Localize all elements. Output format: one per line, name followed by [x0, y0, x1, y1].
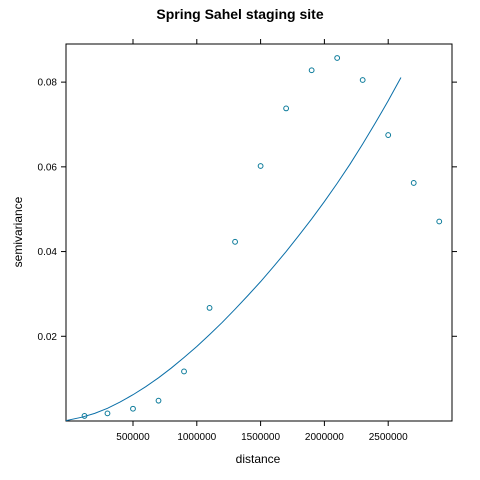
- data-point: [81, 413, 88, 419]
- data-point: [155, 397, 162, 404]
- y-tick-labels: 0.02 0.04 0.06 0.08: [38, 78, 58, 343]
- data-point: [232, 238, 238, 245]
- x-axis-top-ticks: [132, 39, 389, 44]
- x-tick-label: 1000000: [177, 432, 216, 443]
- data-point: [206, 305, 213, 311]
- y-axis-left-ticks: [61, 81, 66, 337]
- data-point: [436, 218, 443, 225]
- y-tick-label: 0.06: [38, 162, 58, 173]
- data-point: [410, 180, 417, 186]
- data-point: [257, 163, 264, 169]
- data-point: [104, 410, 111, 417]
- data-point: [130, 405, 136, 412]
- data-point: [181, 368, 187, 375]
- plot-frame: [65, 43, 453, 422]
- data-point: [359, 77, 366, 83]
- chart-title: Spring Sahel staging site: [156, 6, 323, 22]
- sample-points-layer: [81, 55, 443, 419]
- y-tick-label: 0.02: [38, 332, 58, 343]
- model-curve-layer: [66, 77, 402, 421]
- x-tick-label: 2000000: [305, 432, 344, 443]
- data-point: [308, 67, 315, 74]
- x-tick-labels: 500000 1000000 1500000 2000000 2500000: [116, 432, 408, 443]
- x-tick-label: 500000: [116, 432, 150, 443]
- data-point: [385, 132, 392, 138]
- x-tick-label: 2500000: [369, 432, 408, 443]
- x-tick-label: 1500000: [241, 432, 280, 443]
- model-curve: [66, 77, 402, 421]
- y-axis-right-ticks: [452, 81, 457, 337]
- data-point: [283, 105, 290, 112]
- y-tick-label: 0.04: [38, 247, 58, 258]
- y-tick-label: 0.08: [38, 78, 58, 89]
- y-axis-label: semivariance: [11, 196, 25, 267]
- x-axis-bottom-ticks: [132, 421, 389, 426]
- x-axis-label: distance: [236, 452, 281, 466]
- data-point: [334, 55, 341, 61]
